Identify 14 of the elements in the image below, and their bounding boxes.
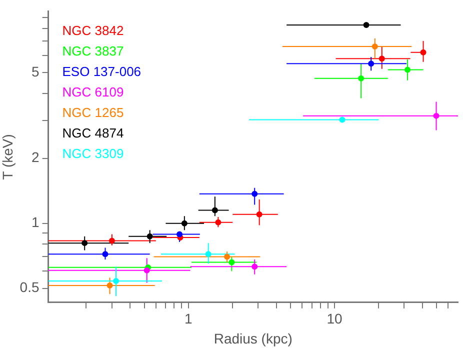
x-tick-label: 10 — [326, 310, 342, 327]
text: NGC 3309 — [62, 146, 124, 161]
y-tick-label: 1 — [31, 214, 40, 230]
text: NGC 4874 — [62, 125, 124, 140]
text: NGC 3842 — [62, 22, 124, 38]
y-tick-label: 2 — [31, 149, 40, 166]
y-tick-label: 5 — [31, 63, 40, 80]
text: NGC 6109 — [62, 84, 124, 100]
x-axis-title: Radius (kpc) — [214, 330, 292, 346]
y-tick-label: 0.5 — [20, 279, 40, 296]
text: NGC 3837 — [62, 43, 124, 58]
text: NGC 1265 — [62, 104, 124, 120]
text: ESO 137-006 — [62, 64, 142, 79]
y-axis-title: T (keV) — [0, 134, 16, 180]
